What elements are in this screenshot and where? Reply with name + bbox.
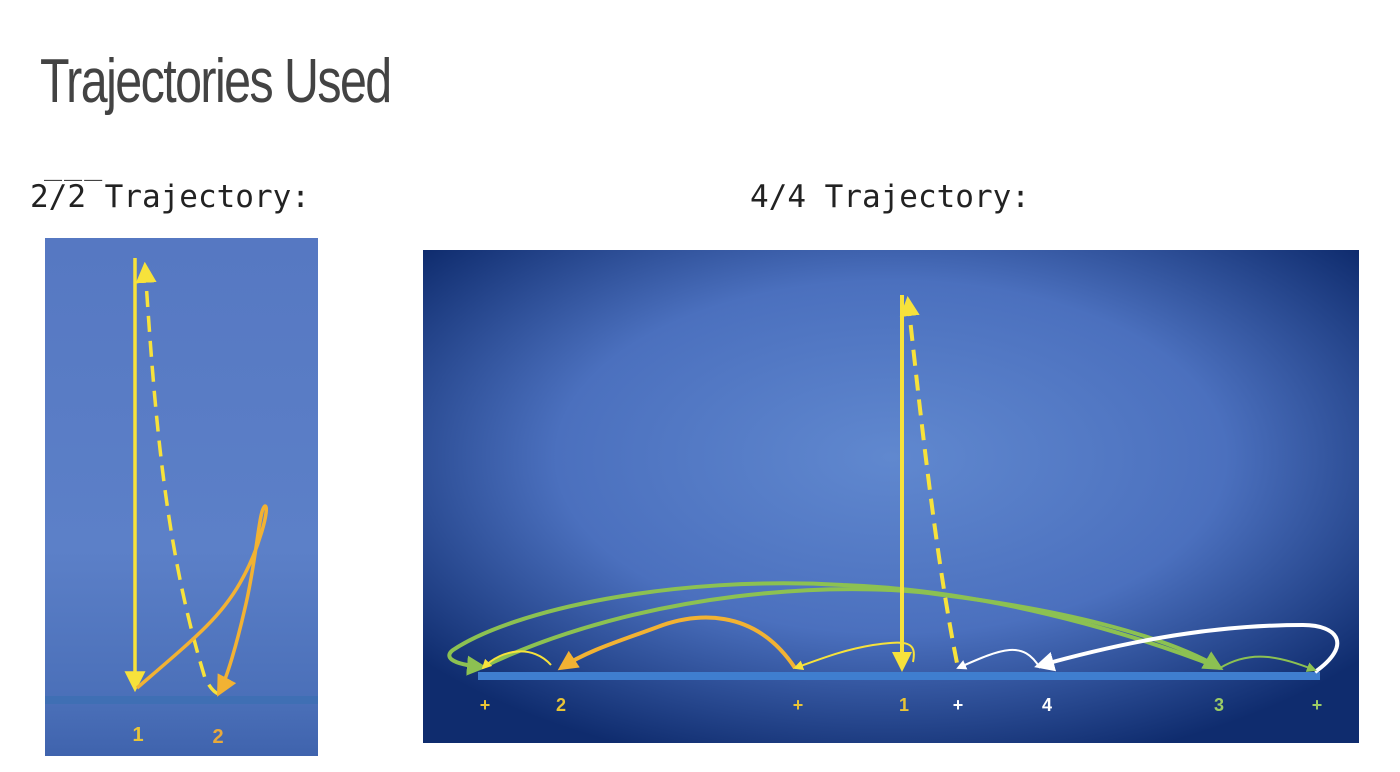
label-plus-mid-left: + [793,695,804,715]
label-2: 2 [556,695,566,715]
yellow-small-arc-mid [793,641,915,671]
trajectory-4-4-diagram: + 2 + 1 + 4 3 + [423,250,1359,743]
baseline [45,696,318,704]
panel-background [45,238,318,756]
label-plus-far-left: + [480,695,491,715]
label-1: 1 [132,724,143,746]
caption-4-4-trajectory: 4/4 Trajectory: [750,179,1030,215]
title-underline: ___ [44,147,105,182]
yellow-dashed-arrow [899,296,960,669]
label-2: 2 [212,726,223,748]
green-small-arc-right [1219,655,1317,672]
label-plus-far-right: + [1312,695,1323,715]
slide-title: Trajectories Used [40,47,392,116]
trajectory-4-4-svg: + 2 + 1 + 4 3 + [423,250,1359,743]
trajectory-2-2-svg: 1 2 [45,238,318,756]
yellow-small-arc-left [481,650,552,670]
baseline [478,672,1320,680]
green-long-arc-arrow [447,581,1221,676]
label-plus-mid-right: + [953,695,964,715]
green-return-arc-arrow [482,587,1224,671]
trajectory-2-2-diagram: 1 2 [45,238,318,756]
label-1: 1 [899,695,909,715]
orange-arc-arrow [557,615,797,671]
yellow-dashed-arrow [135,261,220,696]
label-4: 4 [1042,695,1052,715]
label-3: 3 [1214,695,1224,715]
caption-2-2-trajectory: 2/2 Trajectory: [30,179,310,215]
orange-loop-arrow [135,504,268,697]
white-long-arc-arrow [1034,622,1340,674]
